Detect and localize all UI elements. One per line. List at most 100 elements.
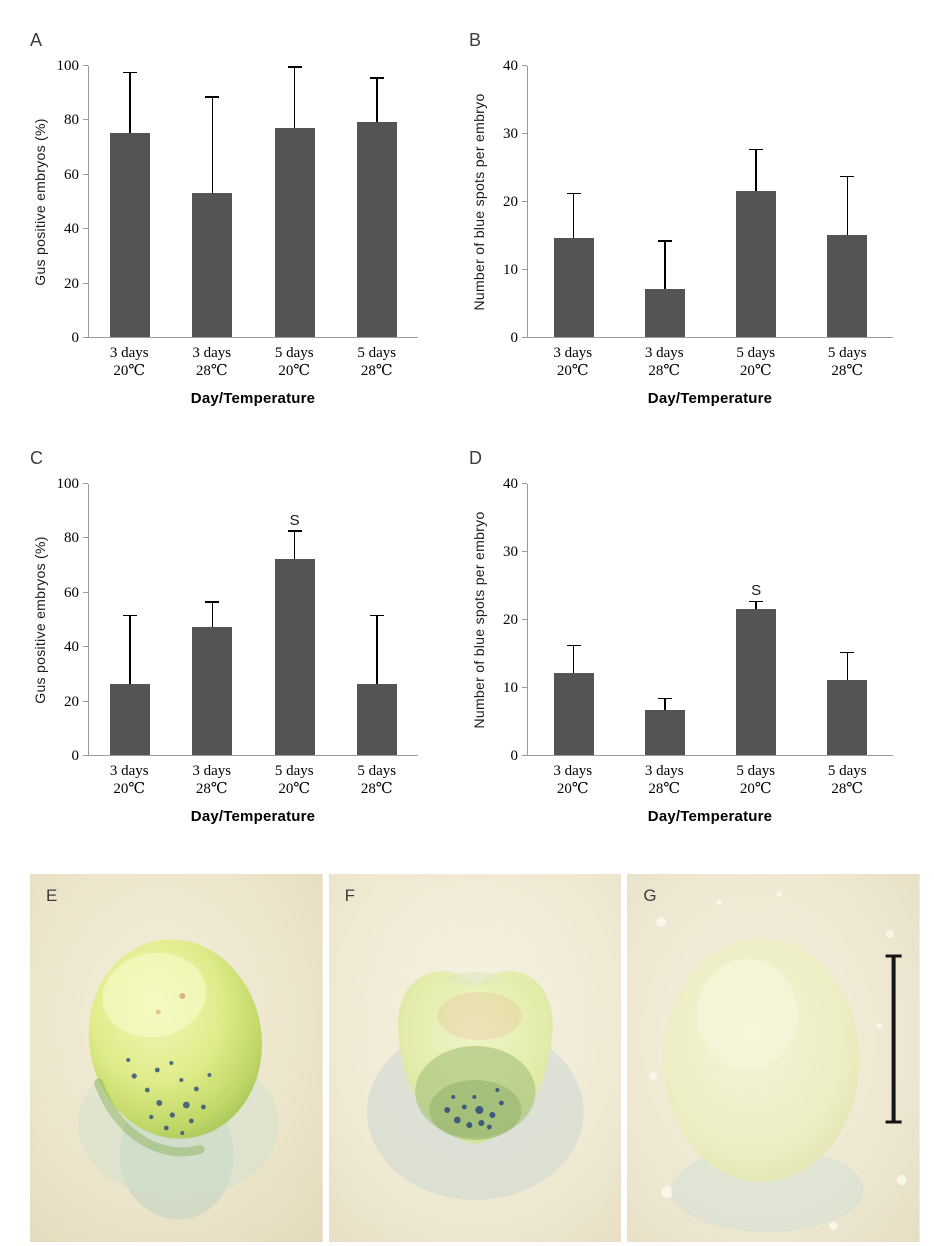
bar-slot <box>336 66 418 337</box>
bar <box>274 559 315 755</box>
x-tick-label: 3 days 20℃ <box>527 762 619 799</box>
x-tick-label: 5 days 28℃ <box>336 762 419 799</box>
y-tick-label: 80 <box>64 530 79 547</box>
plot-area <box>527 66 893 338</box>
y-tick-label: 0 <box>510 748 519 764</box>
x-tick-label-line: 28℃ <box>195 781 228 798</box>
plot-column: 3 days 20℃ 3 days 28℃ 5 days 20℃ 5 days 28℃ Day… <box>88 66 418 407</box>
y-tick-label: 40 <box>64 221 79 238</box>
x-tick-label-line: 20℃ <box>739 781 772 798</box>
plot-area: S <box>88 484 418 756</box>
plot-area: S <box>527 484 893 756</box>
bar <box>110 133 151 337</box>
bar-slot <box>802 484 893 755</box>
bar <box>192 192 233 337</box>
bar <box>192 627 233 755</box>
y-tick-label: 20 <box>64 693 79 710</box>
x-tick-label-line: 28℃ <box>360 363 393 380</box>
bar-slot <box>89 484 171 755</box>
y-axis-title-text: Number of blue spots per embryo <box>471 511 487 729</box>
error-bar-cap <box>369 77 384 79</box>
chart-panel-d: D Number of blue spots per embryo 0 10 20 3… <box>467 432 906 850</box>
bar <box>356 684 397 755</box>
bar <box>644 289 685 337</box>
error-bar <box>846 653 849 681</box>
y-tick-label: 10 <box>503 262 518 278</box>
embryo-photo-f-image <box>328 874 622 1242</box>
x-tick-label: 3 days 28℃ <box>171 762 254 799</box>
chart-body: Gus positive embryos (%) 0 20 40 60 80 100 3 … <box>28 58 467 407</box>
y-axis-title-text: Gus positive embryos (%) <box>32 536 48 704</box>
error-bar <box>755 150 757 191</box>
x-tick-label: 3 days 20℃ <box>88 762 171 799</box>
y-tick-mark <box>522 65 527 66</box>
gus-blue-spots <box>443 1088 504 1130</box>
error-bar-cap <box>123 71 138 74</box>
embryo-photo-g-image <box>627 874 920 1242</box>
y-tick-mark <box>522 133 527 134</box>
x-tick-label-line: 20℃ <box>739 363 772 380</box>
y-tick-mark <box>83 755 88 756</box>
error-bar-cap <box>566 644 581 647</box>
bar <box>274 127 315 337</box>
y-axis-title: Gus positive embryos (%) <box>28 484 52 756</box>
bar-slot <box>711 66 802 337</box>
bar <box>644 710 685 755</box>
y-tick-label: 30 <box>503 126 518 142</box>
bar-slot <box>619 66 710 337</box>
y-tick-label: 60 <box>64 584 79 601</box>
y-tick-label: 20 <box>503 194 518 210</box>
chart-panel-c: C Gus positive embryos (%) 0 20 40 60 80 100 … <box>28 432 467 850</box>
x-tick-label: 5 days 28℃ <box>802 762 894 799</box>
y-tick-label: 40 <box>503 58 518 74</box>
bar-slot <box>528 66 619 337</box>
y-tick-label: 0 <box>71 330 80 346</box>
x-tick-label: 3 days 28℃ <box>619 344 711 381</box>
charts-grid: A Gus positive embryos (%) 0 20 40 60 80 100 … <box>28 14 906 850</box>
error-bar <box>211 602 214 628</box>
photo-f: F <box>328 874 622 1242</box>
chart-body: Number of blue spots per embryo 0 10 20 30 4… <box>467 58 906 407</box>
y-tick-label: 40 <box>503 476 518 492</box>
error-bar <box>129 73 131 133</box>
x-tick-label-line: 5 days <box>357 763 397 779</box>
x-tick-label-line: 28℃ <box>360 781 393 798</box>
bar-slot <box>802 66 893 337</box>
y-tick-mark <box>522 337 527 338</box>
y-tick-mark <box>522 619 527 620</box>
x-axis-title: Day/Temperature <box>647 389 773 407</box>
y-tick-mark <box>83 591 88 593</box>
error-bar-cap <box>657 697 672 700</box>
error-bar <box>293 67 296 128</box>
error-bar-cap <box>205 96 220 98</box>
y-tick-label: 10 <box>503 680 518 696</box>
x-tick-label: 5 days 28℃ <box>336 344 419 381</box>
y-tick-mark <box>83 119 88 121</box>
error-bar <box>846 177 849 235</box>
chart-panel-a: A Gus positive embryos (%) 0 20 40 60 80 100 … <box>28 14 467 432</box>
panel-label-c: C <box>30 448 43 468</box>
y-tick-mark <box>522 687 527 688</box>
bar <box>827 680 868 755</box>
x-tick-label-line: 5 days <box>827 345 867 361</box>
x-tick-label-line: 28℃ <box>831 781 864 798</box>
x-tick-label-line: 20℃ <box>556 781 589 798</box>
significance-label: S <box>289 511 300 529</box>
y-tick-mark <box>83 537 88 539</box>
photos-row: E <box>30 874 920 1242</box>
x-axis-labels: 3 days 20℃ 3 days 28℃ 5 days 20℃ 5 days 28℃ <box>88 344 418 381</box>
y-tick-label: 30 <box>503 544 518 560</box>
y-axis-title-text: Gus positive embryos (%) <box>32 118 48 286</box>
error-bar <box>572 646 575 674</box>
x-tick-label-line: 3 days <box>192 763 232 779</box>
x-tick-label: 3 days 28℃ <box>171 344 254 381</box>
error-bar-cap <box>287 66 302 68</box>
x-tick-label-line: 5 days <box>827 763 867 779</box>
error-bar <box>572 194 575 239</box>
x-tick-label: 5 days 20℃ <box>253 762 336 799</box>
embryo-photo-e-image <box>30 874 323 1242</box>
y-axis-title: Gus positive embryos (%) <box>28 66 52 338</box>
x-tick-label-line: 28℃ <box>648 781 681 798</box>
error-bar-cap <box>566 192 581 195</box>
x-tick-label-line: 28℃ <box>648 363 681 380</box>
